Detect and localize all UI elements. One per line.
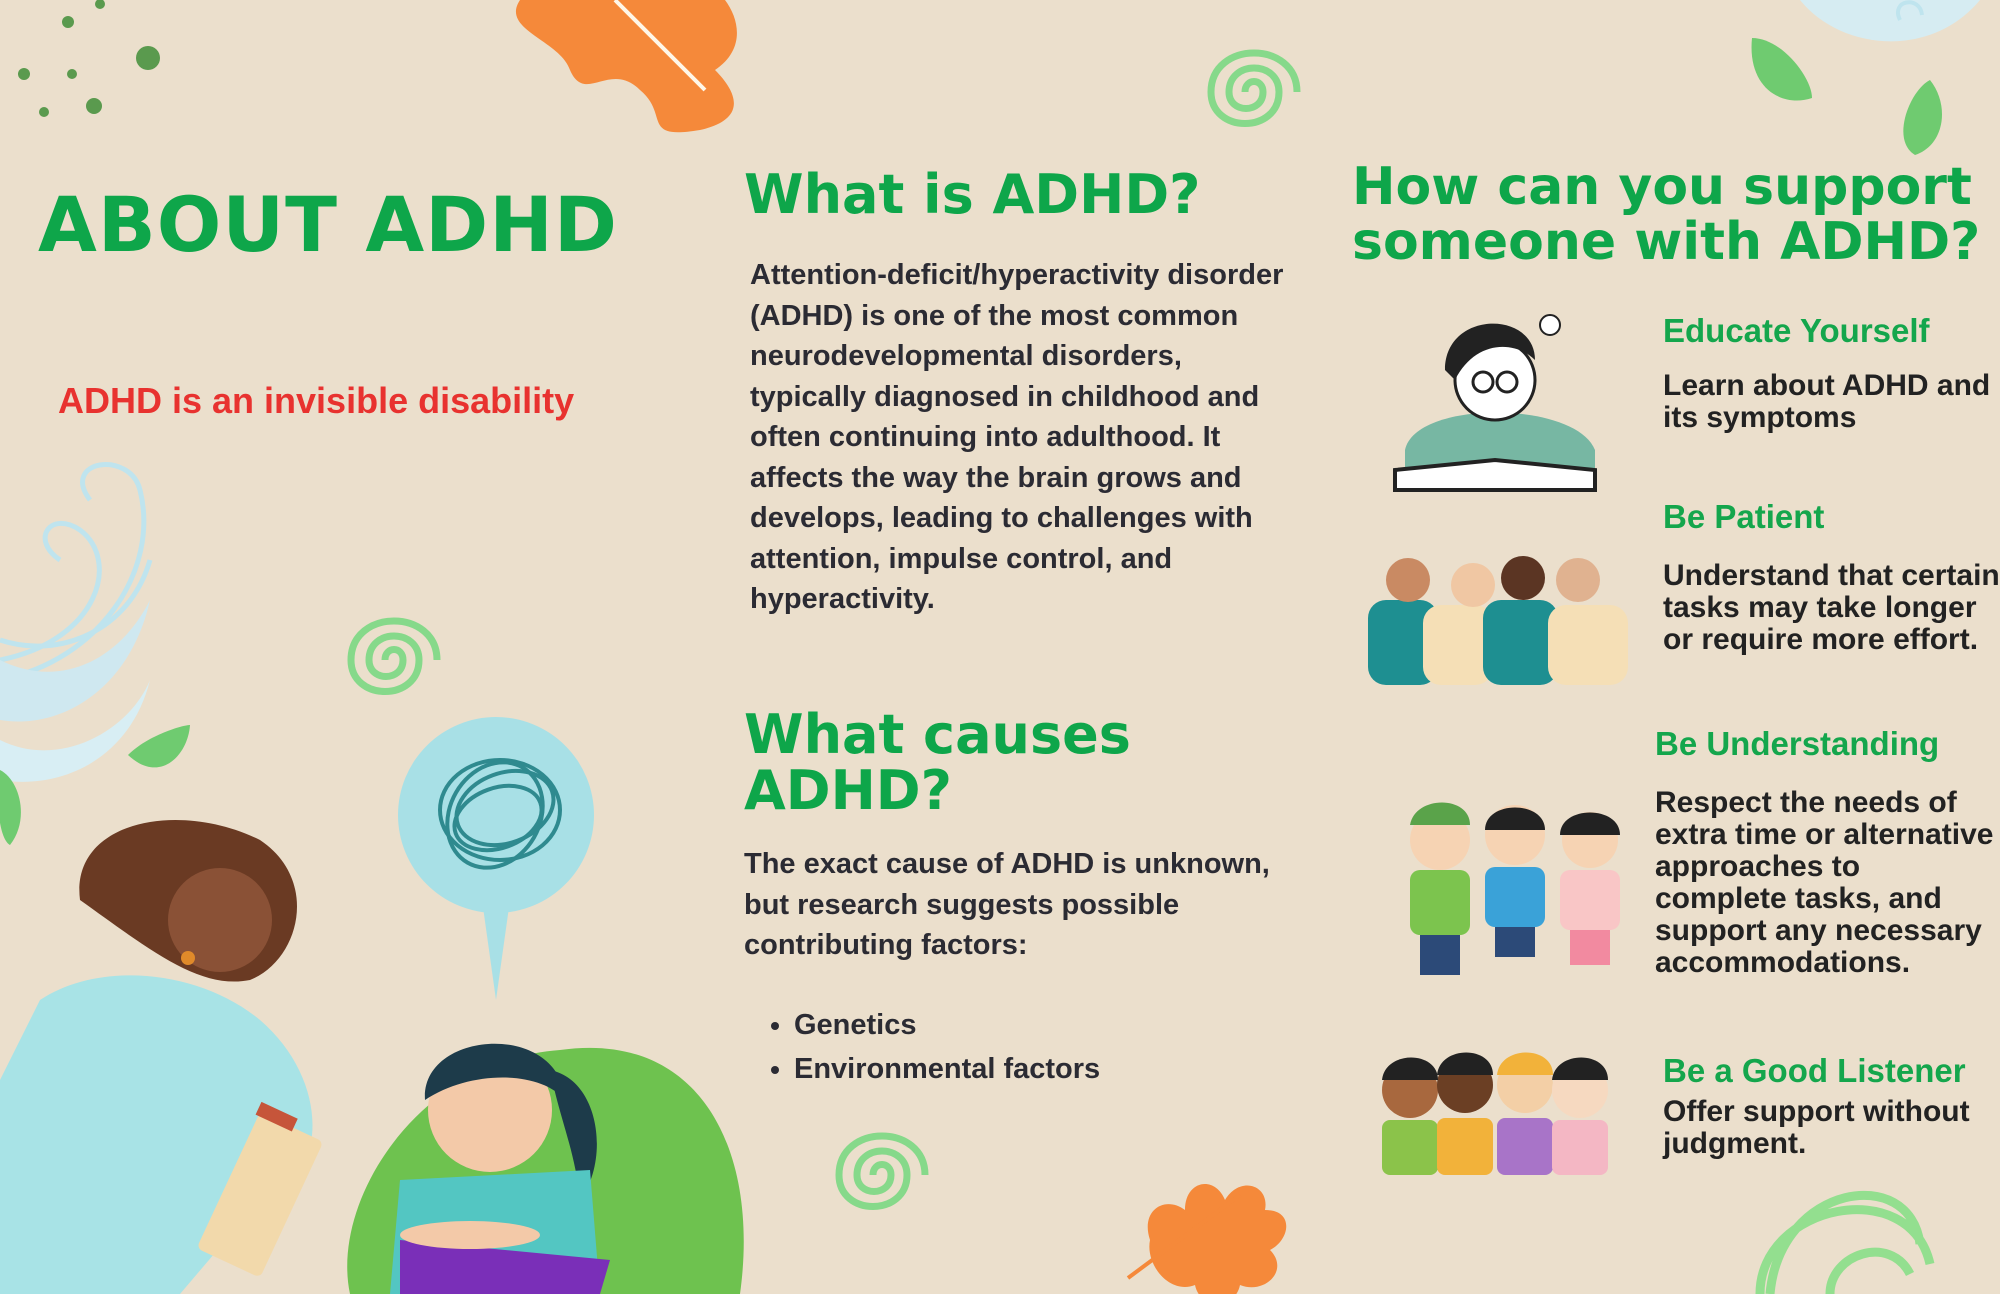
reading-girl-illustration	[1393, 314, 1597, 492]
counselor-illustration	[0, 717, 744, 1294]
what-causes-heading: What causes ADHD?	[744, 707, 1131, 819]
what-is-adhd-body: Attention-deficit/hyperactivity disorder…	[750, 259, 1284, 615]
support-heading: How can you support someone with ADHD?	[1352, 160, 1980, 270]
tip-heading: Educate Yourself	[1663, 312, 1930, 349]
scribble-thought-icon	[398, 717, 594, 1000]
page-title: ABOUT ADHD	[38, 180, 618, 269]
what-causes-line1: What causes	[744, 703, 1131, 766]
tagline: ADHD is an invisible disability	[58, 380, 575, 421]
list-item: Genetics	[794, 1005, 1100, 1045]
tip-heading: Be a Good Listener	[1663, 1052, 1966, 1089]
what-causes-body: The exact cause of ADHD is unknown, but …	[744, 848, 1270, 961]
green-dots-icon	[18, 0, 160, 117]
what-is-adhd-heading: What is ADHD?	[744, 163, 1201, 226]
leaf-orange-icon	[1126, 1184, 1287, 1294]
support-heading-line2: someone with ADHD?	[1352, 212, 1981, 272]
lightbulb-icon	[1539, 314, 1561, 336]
tip-text: Understand that certain tasks may take l…	[1663, 559, 2000, 656]
list-item: Environmental factors	[794, 1049, 1100, 1089]
causes-list: Genetics Environmental factors	[744, 1005, 1100, 1093]
leaf-green-icon	[0, 38, 1942, 845]
tip-text: Learn about ADHD and its symptoms	[1663, 369, 1991, 434]
tip-heading: Be Patient	[1663, 498, 1825, 535]
group-hug-illustration	[1368, 556, 1628, 685]
swirl-blue-icon	[0, 462, 153, 683]
spiral-green-icon	[347, 617, 441, 695]
leaf-orange-icon	[515, 0, 737, 133]
tip-heading: Be Understanding	[1655, 725, 1940, 762]
support-heading-line1: How can you support	[1352, 157, 1972, 217]
kids-group-illustration	[1410, 802, 1620, 975]
tip-text: Respect the needs of extra time or alter…	[1655, 786, 1994, 979]
spiral-green-icon	[1207, 49, 1301, 127]
spiral-green-icon	[1755, 1190, 1935, 1294]
swirl-blue-icon	[1896, 0, 1924, 21]
spiral-green-icon	[835, 1132, 929, 1210]
what-causes-line2: ADHD?	[744, 759, 952, 822]
tip-text: Offer support without judgment.	[1663, 1095, 1970, 1160]
friends-group-illustration	[1382, 1052, 1608, 1175]
